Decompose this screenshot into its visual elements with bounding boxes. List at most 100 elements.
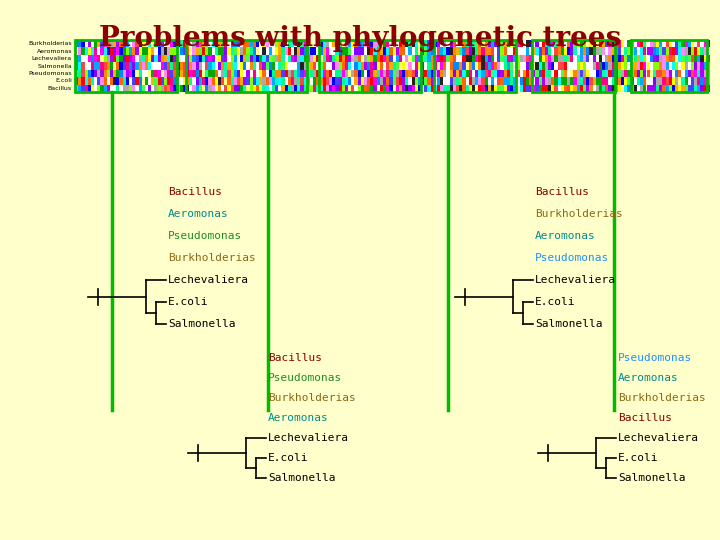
Bar	[685, 70, 688, 77]
Bar	[691, 62, 694, 70]
Bar	[212, 48, 215, 55]
Bar	[230, 48, 234, 55]
Bar	[615, 55, 618, 62]
Bar	[234, 48, 237, 55]
Bar	[224, 40, 228, 48]
Bar	[552, 70, 554, 77]
Bar	[192, 55, 196, 62]
Bar	[275, 62, 278, 70]
Bar	[180, 48, 183, 55]
Bar	[78, 48, 81, 55]
Bar	[681, 85, 685, 92]
Bar	[421, 48, 424, 55]
Bar	[694, 85, 697, 92]
Bar	[437, 48, 440, 55]
Bar	[228, 77, 230, 85]
Bar	[272, 48, 275, 55]
Bar	[415, 70, 418, 77]
Bar	[338, 62, 342, 70]
Bar	[332, 55, 336, 62]
Bar	[161, 48, 164, 55]
Bar	[205, 48, 208, 55]
Bar	[202, 55, 205, 62]
Bar	[208, 55, 212, 62]
Bar	[557, 48, 561, 55]
Bar	[316, 40, 320, 48]
Bar	[564, 70, 567, 77]
Bar	[383, 55, 386, 62]
Bar	[624, 77, 627, 85]
Bar	[672, 77, 675, 85]
Bar	[300, 55, 304, 62]
Bar	[606, 48, 608, 55]
Bar	[228, 62, 230, 70]
Bar	[453, 70, 456, 77]
Bar	[358, 62, 361, 70]
Bar	[374, 70, 377, 77]
Bar	[284, 85, 288, 92]
Bar	[554, 55, 557, 62]
Bar	[399, 48, 402, 55]
Bar	[358, 48, 361, 55]
Bar	[640, 62, 644, 70]
Bar	[266, 48, 269, 55]
Bar	[469, 70, 472, 77]
Bar	[288, 77, 291, 85]
Bar	[688, 48, 691, 55]
Bar	[593, 85, 595, 92]
Bar	[94, 48, 97, 55]
Bar	[577, 48, 580, 55]
Bar	[685, 85, 688, 92]
Bar	[678, 48, 681, 55]
Bar	[412, 40, 415, 48]
Bar	[478, 62, 482, 70]
Bar	[437, 40, 440, 48]
Bar	[396, 62, 399, 70]
Bar	[536, 55, 539, 62]
Bar	[262, 40, 266, 48]
Bar	[97, 85, 100, 92]
Bar	[431, 70, 433, 77]
Bar	[541, 40, 545, 48]
Bar	[640, 77, 644, 85]
Bar	[491, 40, 494, 48]
Bar	[491, 55, 494, 62]
Bar	[297, 70, 300, 77]
Bar	[380, 85, 383, 92]
Bar	[122, 55, 126, 62]
Bar	[269, 62, 272, 70]
Bar	[691, 70, 694, 77]
Bar	[697, 55, 701, 62]
Bar	[272, 77, 275, 85]
Bar	[104, 62, 107, 70]
Bar	[694, 62, 697, 70]
Bar	[294, 55, 297, 62]
Bar	[186, 55, 189, 62]
Bar	[541, 70, 545, 77]
Bar	[487, 48, 491, 55]
Bar	[446, 77, 450, 85]
Bar	[526, 77, 529, 85]
Bar	[110, 48, 113, 55]
Bar	[196, 48, 199, 55]
Bar	[437, 70, 440, 77]
Bar	[570, 48, 573, 55]
Bar	[246, 55, 250, 62]
Bar	[329, 85, 332, 92]
Bar	[678, 85, 681, 92]
Bar	[564, 40, 567, 48]
Bar	[294, 77, 297, 85]
Bar	[78, 70, 81, 77]
Bar	[421, 70, 424, 77]
Bar	[183, 48, 186, 55]
Bar	[390, 40, 392, 48]
Bar	[212, 70, 215, 77]
Bar	[510, 85, 513, 92]
Bar	[129, 40, 132, 48]
Bar	[469, 62, 472, 70]
Bar	[561, 62, 564, 70]
Bar	[580, 70, 583, 77]
Bar	[354, 77, 358, 85]
Bar	[120, 77, 122, 85]
Bar	[437, 62, 440, 70]
